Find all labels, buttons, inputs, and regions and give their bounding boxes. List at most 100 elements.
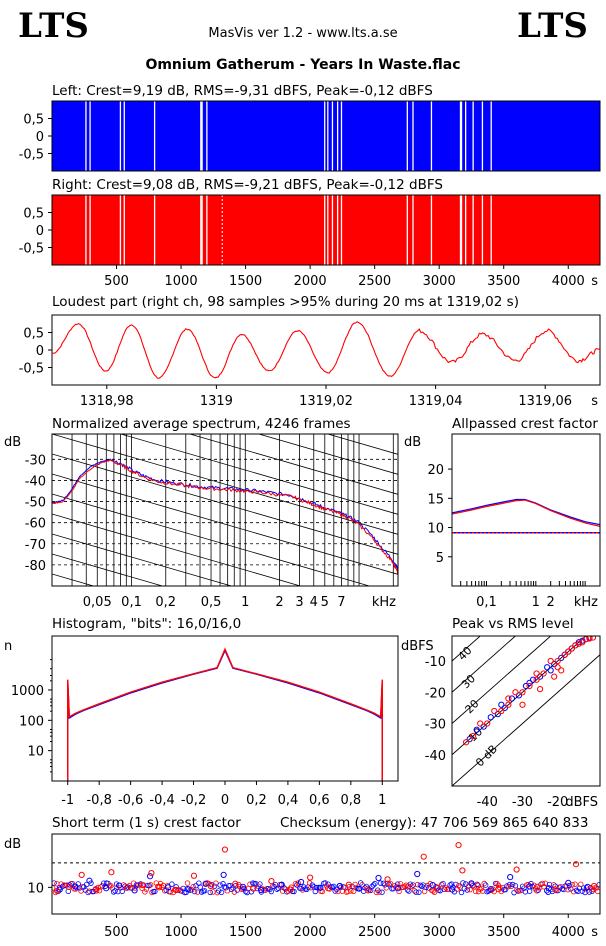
histogram-xtick-label: -0,2: [181, 793, 206, 808]
left-waveform-gap-7: [206, 101, 208, 171]
pvr-diagonal: [452, 636, 552, 725]
spectrum-ytick-label: -80: [25, 559, 46, 574]
pvr-point-right: [565, 648, 572, 655]
histogram-xtick-label: -0,8: [86, 793, 111, 808]
stc-band-point: [458, 889, 465, 896]
spectrum-slope: [52, 694, 398, 794]
right-waveform-gap-16: [459, 195, 462, 265]
right-waveform-fill: [52, 195, 600, 265]
crest-ap-series-right: [452, 499, 600, 527]
stc-band-point: [218, 889, 225, 896]
spectrum-slope: [119, 434, 398, 515]
pvr-ytick-label: -20: [425, 686, 446, 701]
spectrum-xtick-label: 2: [275, 595, 283, 610]
stc-point-right: [232, 880, 239, 887]
histogram-xtick-label: 0,6: [309, 793, 330, 808]
histogram-xtick-label: 1: [378, 793, 386, 808]
histogram-xtick-label: -1: [61, 793, 74, 808]
left-waveform-gap-12: [340, 101, 343, 171]
spectrum-slope: [52, 674, 398, 774]
pvr-point-left: [515, 692, 523, 699]
left-waveform-gap-11: [336, 101, 339, 171]
stc-band-point: [453, 881, 459, 888]
left-waveform-gap-14: [412, 101, 414, 171]
crest-ap-x-unit: kHz: [574, 595, 598, 610]
pvr-diagonal: [452, 636, 587, 756]
stc-band-point: [257, 881, 263, 887]
pvr-point-left: [529, 676, 537, 683]
stc-point-left: [487, 886, 494, 893]
stc-band-point: [157, 880, 164, 887]
right-waveform-gap-1: [89, 195, 91, 265]
stc-point-right: [455, 842, 462, 849]
histogram-ytick-label: 100: [19, 714, 44, 729]
pvr-point-right: [519, 689, 526, 696]
stc-band-point: [190, 884, 196, 890]
stc-xtick-label: 2500: [358, 925, 391, 940]
left-waveform-gap-5: [200, 101, 202, 171]
right-waveform-gap-12: [340, 195, 343, 265]
stc-band-point: [413, 889, 419, 895]
stc-point-right: [384, 876, 391, 883]
stc-point-left: [278, 881, 285, 888]
stc-point-left: [116, 882, 123, 889]
left-waveform-gap-10: [331, 101, 334, 171]
stc-point-right: [172, 886, 180, 894]
stc-point-left: [257, 886, 265, 894]
pvr-point-right: [547, 657, 554, 665]
spectrum-slope: [52, 553, 164, 586]
stc-point-left: [103, 885, 110, 892]
loudest-xtick-label: 1319: [200, 394, 233, 409]
left-waveform-gap-19: [472, 101, 474, 171]
left-waveform-gap-1: [89, 101, 91, 171]
left-waveform-ytick-label: 0: [36, 130, 44, 145]
left-waveform-ytick-label: -0,5: [19, 148, 44, 163]
loudest-ytick-label: -0,5: [19, 362, 44, 377]
spectrum-slope: [326, 434, 398, 455]
pvr-point-left: [487, 714, 494, 721]
stc-band-point: [183, 889, 189, 895]
pvr-point-right: [540, 670, 547, 677]
crest-ap-ytick-label: 5: [436, 551, 444, 566]
left-waveform-gap-21: [490, 101, 492, 171]
right-waveform-gap-15: [430, 195, 433, 265]
histogram-frame: [51, 635, 399, 782]
crest-ap-xtick-label: 1: [532, 595, 540, 610]
left-waveform-ytick-label: 0,5: [23, 113, 44, 128]
right-waveform-gap-21: [490, 195, 492, 265]
right-waveform-ytick-label: -0,5: [19, 242, 44, 257]
left-waveform-gap-4: [153, 101, 156, 171]
stc-band-point: [440, 880, 446, 887]
crest-ap-xtick-label: 0,1: [476, 595, 497, 610]
pvr-point-left: [494, 711, 501, 718]
loudest-x-unit: s: [591, 394, 598, 409]
right-waveform-gap-0: [85, 195, 87, 265]
pvr-point-left: [526, 679, 533, 686]
stc-band-point: [370, 882, 377, 888]
left-waveform-gap-13: [406, 101, 408, 171]
stc-band-point: [52, 889, 59, 896]
stc-band-point: [207, 889, 213, 896]
right-waveform-ytick-label: 0: [36, 224, 44, 239]
left-waveform-gap-9: [327, 101, 329, 171]
stc-point-right: [268, 878, 275, 885]
pvr-point-left: [522, 682, 530, 690]
stc-point-left: [429, 882, 436, 889]
stc-band-point: [322, 880, 328, 886]
pvr-point-right: [491, 707, 498, 715]
spectrum-slope: [257, 434, 398, 475]
stc-band-point: [199, 889, 205, 895]
stc-ylabel: dB: [4, 837, 21, 852]
left-waveform-gap-15: [430, 101, 433, 171]
pvr-point-left: [508, 695, 516, 702]
stc-checksum: Checksum (energy): 47 706 569 865 640 83…: [280, 815, 588, 831]
pvr-point-left: [536, 673, 544, 680]
stc-band-point: [352, 881, 358, 888]
stc-point-right: [590, 882, 598, 890]
right-waveform-xtick-label: 2000: [294, 274, 327, 289]
spectrum-xtick-label: 4: [310, 595, 318, 610]
right-waveform-gap-17: [460, 195, 463, 265]
left-waveform-gap-2: [119, 101, 122, 171]
pvr-point-right: [526, 682, 533, 690]
